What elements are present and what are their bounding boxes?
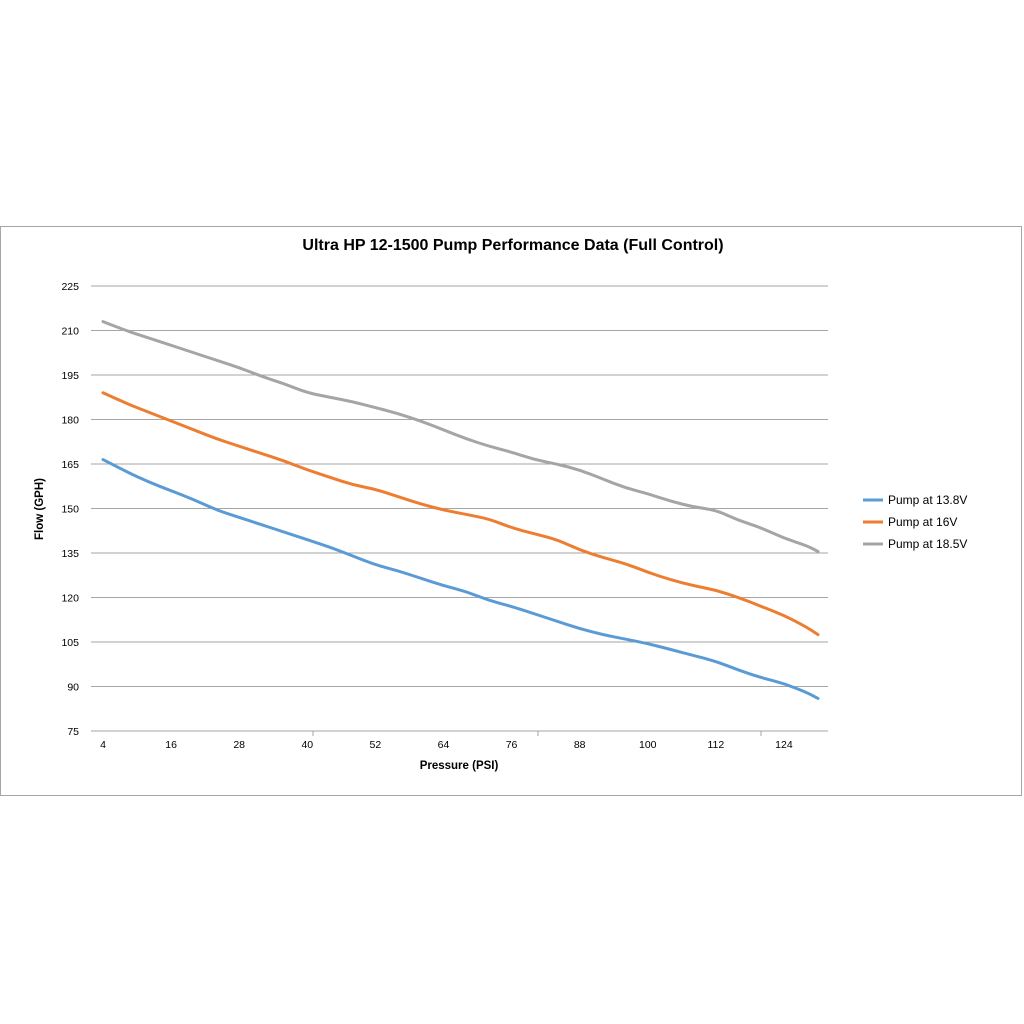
legend-label: Pump at 18.5V: [888, 537, 967, 551]
x-axis-title: Pressure (PSI): [420, 760, 499, 772]
x-tick-label: 100: [639, 739, 657, 751]
x-tick-label: 40: [301, 739, 313, 751]
legend: Pump at 13.8V Pump at 16V Pump at 18.5V: [863, 493, 967, 551]
x-tick-label: 4: [100, 739, 106, 751]
x-tick-label: 76: [506, 739, 518, 751]
x-tick-label: 112: [707, 739, 724, 751]
chart-frame: Ultra HP 12-1500 Pump Performance Data (…: [0, 226, 1022, 796]
x-tick-label: 28: [233, 739, 245, 751]
y-tick-label: 210: [61, 326, 79, 338]
series-lines: [101, 320, 820, 700]
chart-title: Ultra HP 12-1500 Pump Performance Data (…: [302, 237, 723, 254]
y-tick-label: 180: [61, 415, 79, 427]
y-tick-label: 105: [61, 637, 79, 649]
x-tick-label: 16: [165, 739, 177, 751]
x-tick-label: 124: [775, 739, 793, 751]
series-line-pump-at-18-5v: [101, 320, 820, 553]
y-tick-label: 195: [61, 370, 79, 382]
y-tick-label: 120: [61, 593, 79, 605]
x-tick-label: 88: [574, 739, 586, 751]
y-tick-label: 75: [67, 726, 79, 738]
legend-label: Pump at 16V: [888, 515, 957, 529]
y-tick-label: 90: [67, 682, 79, 694]
axes: 75 90 105 120 135 150 165 180 195 210 225 4 16 28 40 52…: [61, 281, 828, 751]
y-tick-label: 165: [61, 459, 79, 471]
x-tick-label: 64: [438, 739, 450, 751]
y-axis-title: Flow (GPH): [34, 478, 46, 540]
x-tick-label: 52: [370, 739, 382, 751]
y-tick-label: 225: [61, 281, 79, 293]
y-tick-label: 150: [61, 504, 79, 516]
y-tick-label: 135: [61, 548, 79, 560]
line-chart: Ultra HP 12-1500 Pump Performance Data (…: [34, 237, 967, 772]
series-line-pump-at-13-8v: [101, 458, 820, 700]
series-line-pump-at-16v: [101, 391, 820, 637]
gridlines: [91, 285, 828, 732]
legend-label: Pump at 13.8V: [888, 493, 967, 507]
